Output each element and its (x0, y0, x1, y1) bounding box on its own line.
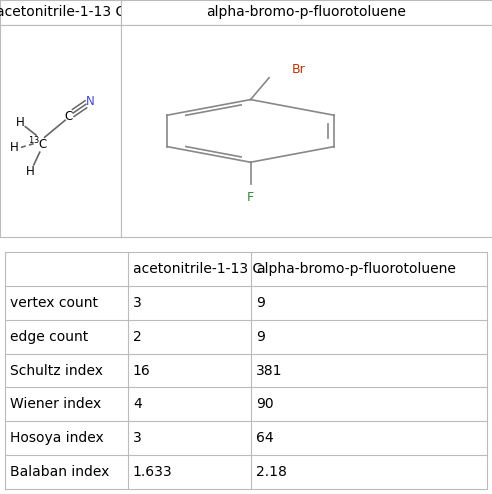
Text: 381: 381 (256, 364, 282, 377)
Text: $^{13}$C: $^{13}$C (29, 135, 49, 152)
Text: Balaban index: Balaban index (10, 465, 109, 479)
Text: H: H (10, 141, 19, 155)
Text: N: N (86, 95, 95, 108)
Text: 2.18: 2.18 (256, 465, 287, 479)
Text: 4: 4 (133, 397, 142, 412)
Text: acetonitrile-1-13 C: acetonitrile-1-13 C (0, 5, 125, 19)
Text: 1.633: 1.633 (133, 465, 173, 479)
Text: Schultz index: Schultz index (10, 364, 103, 377)
Text: F: F (247, 191, 254, 204)
Text: vertex count: vertex count (10, 296, 98, 310)
Text: alpha-bromo-p-fluorotoluene: alpha-bromo-p-fluorotoluene (206, 5, 406, 19)
Text: acetonitrile-1-13 C: acetonitrile-1-13 C (133, 262, 262, 276)
Text: 3: 3 (133, 431, 142, 445)
Text: 16: 16 (133, 364, 151, 377)
Text: 9: 9 (256, 329, 265, 344)
Text: H: H (26, 165, 34, 178)
Text: Hosoya index: Hosoya index (10, 431, 104, 445)
Text: Wiener index: Wiener index (10, 397, 101, 412)
Text: alpha-bromo-p-fluorotoluene: alpha-bromo-p-fluorotoluene (256, 262, 456, 276)
Text: 64: 64 (256, 431, 274, 445)
Text: 9: 9 (256, 296, 265, 310)
Text: H: H (16, 116, 25, 129)
Text: 3: 3 (133, 296, 142, 310)
Text: 90: 90 (256, 397, 274, 412)
Text: 2: 2 (133, 329, 142, 344)
Text: C: C (64, 110, 73, 123)
Text: Br: Br (291, 63, 305, 76)
Text: edge count: edge count (10, 329, 88, 344)
